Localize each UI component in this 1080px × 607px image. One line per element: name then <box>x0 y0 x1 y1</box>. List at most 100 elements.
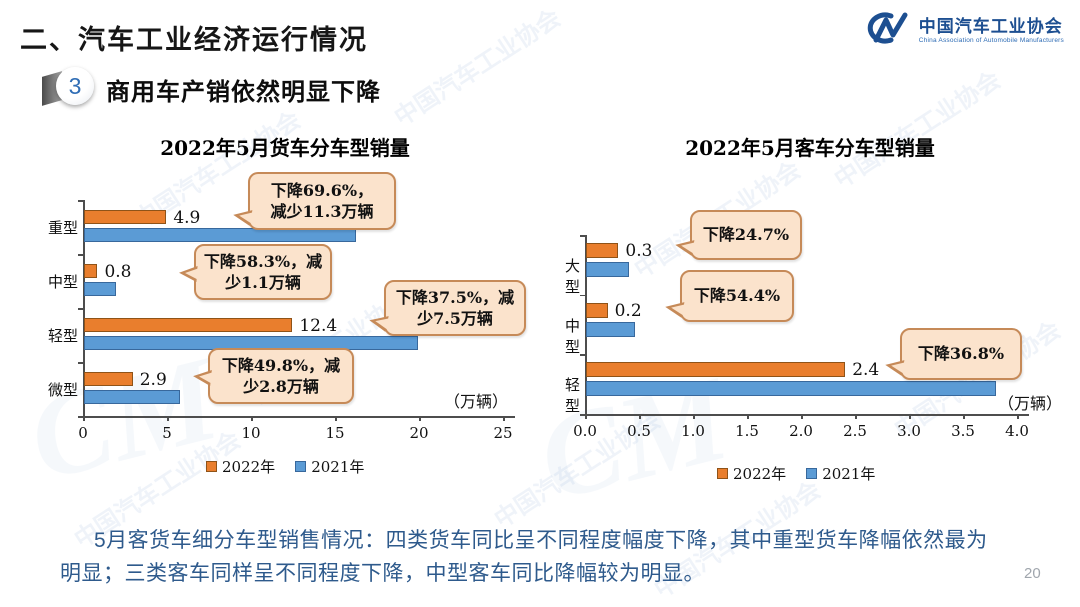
x-axis-line <box>83 416 515 418</box>
category-label: 中型 <box>564 316 580 356</box>
bar-2022 <box>84 264 98 278</box>
x-axis-tick <box>503 416 505 421</box>
x-tick-label: 1.5 <box>735 422 759 440</box>
callout-tail-fill <box>238 209 255 224</box>
page-title: 二、汽车工业经济运行情况 <box>20 25 368 55</box>
legend-label: 2021年 <box>822 465 876 483</box>
chart-legend: 2022年 2021年 <box>717 463 875 484</box>
chart-title: 2022年5月货车分车型销量 <box>160 136 410 160</box>
x-axis-tick <box>747 414 749 419</box>
callout-bubble: 下降37.5%，减 少7.5万辆 <box>367 280 526 336</box>
x-tick-label: 5 <box>162 424 172 442</box>
x-axis-tick <box>335 416 337 421</box>
section-title: 商用车产销依然明显下降 <box>106 79 381 106</box>
axis-unit-label: （万辆） <box>444 392 509 411</box>
x-tick-label: 4.0 <box>1005 422 1029 440</box>
callout-bubble: 下降24.7% <box>673 210 802 260</box>
x-axis-tick <box>855 414 857 419</box>
bar-2021 <box>586 262 630 277</box>
y-axis-line <box>83 200 85 416</box>
legend-label: 2021年 <box>311 458 365 476</box>
x-tick-label: 0.0 <box>573 422 597 440</box>
callout-text: 下降69.6%， <box>270 180 374 200</box>
callout-tail-fill <box>680 239 697 254</box>
chart-legend: 2022年 2021年 <box>206 456 364 477</box>
legend-swatch-orange <box>206 461 217 472</box>
callout-tail-fill <box>890 359 907 374</box>
chart-title: 2022年5月客车分车型销量 <box>685 136 935 160</box>
bar-2022 <box>586 362 846 378</box>
category-label: 重型 <box>48 219 79 237</box>
bar-value-label: 2.9 <box>139 370 167 390</box>
caam-logo: 中国汽车工业协会 China Association of Automobile… <box>853 8 1064 53</box>
callout-text: 少2.8万辆 <box>243 377 319 396</box>
logo-name-cn: 中国汽车工业协会 <box>918 16 1063 36</box>
legend-item: 2021年 <box>806 463 875 484</box>
x-tick-label: 10 <box>241 424 261 442</box>
x-axis-tick <box>419 416 421 421</box>
callout-bubble: 下降49.8%，减 少2.8万辆 <box>192 348 354 404</box>
callout-text: 少1.1万辆 <box>225 273 301 292</box>
y-axis-tick <box>78 416 83 418</box>
bar-2021 <box>84 282 116 296</box>
watermark-text: 中国汽车工业协会 <box>389 4 566 132</box>
callout-text: 少7.5万辆 <box>417 309 493 328</box>
bar-value-label: 0.3 <box>625 241 653 261</box>
callout-tail-fill <box>184 267 200 280</box>
x-tick-label: 1.0 <box>681 422 705 440</box>
bar-value-label: 0.2 <box>614 300 642 321</box>
caam-logo-icon <box>853 8 911 53</box>
callout-bubble: 下降54.4% <box>663 270 794 322</box>
callout-text: 下降49.8%，减 <box>221 355 341 375</box>
summary-line-1: 5月客货车细分车型销售情况：四类货车同比呈不同程度幅度下降，其中重型货车降幅依然… <box>94 529 988 552</box>
y-axis-tick <box>78 254 83 256</box>
x-axis-tick <box>1017 414 1019 419</box>
x-axis-tick <box>801 414 803 419</box>
y-axis-tick <box>580 414 585 416</box>
category-label: 大型 <box>564 256 580 296</box>
bar-2021 <box>84 228 357 242</box>
x-tick-label: 3.0 <box>897 422 921 440</box>
x-tick-label: 3.5 <box>951 422 975 440</box>
bar-2021 <box>586 321 635 337</box>
y-axis-tick <box>580 235 585 237</box>
x-axis-tick <box>83 416 85 421</box>
x-tick-label: 15 <box>325 424 345 442</box>
legend-label: 2022年 <box>733 465 787 483</box>
x-axis-tick <box>963 414 965 419</box>
x-tick-label: 2.5 <box>843 422 867 440</box>
callout-tail-fill <box>374 315 391 330</box>
section-number-badge: 3 <box>56 67 94 105</box>
axis-unit-label: （万辆） <box>998 394 1063 413</box>
legend-swatch-blue <box>806 468 818 479</box>
x-tick-label: 0 <box>78 424 88 442</box>
y-axis-tick <box>580 354 585 356</box>
y-axis-tick <box>78 308 83 310</box>
callout-text: 下降24.7% <box>702 225 790 245</box>
category-label: 微型 <box>48 381 79 399</box>
y-axis-tick <box>78 200 83 202</box>
bar-value-label: 12.4 <box>299 316 338 336</box>
legend-item: 2022年 <box>717 463 786 484</box>
callout-text: 下降58.3%，减 <box>203 251 323 271</box>
summary-paragraph: 5月客货车细分车型销售情况：四类货车同比呈不同程度幅度下降，其中重型货车降幅依然… <box>60 524 1022 590</box>
x-tick-label: 0.5 <box>627 422 651 440</box>
bar-value-label: 4.9 <box>173 208 201 228</box>
x-tick-label: 20 <box>409 424 429 442</box>
x-axis-tick <box>251 416 253 421</box>
bar-2022 <box>84 210 167 224</box>
y-axis-line <box>585 235 587 414</box>
callout-text: 下降54.4% <box>693 286 781 306</box>
callout-tail-fill <box>198 370 214 384</box>
x-axis-tick <box>167 416 169 421</box>
summary-line-2: 明显；三类客车同样呈不同程度下降，中型客车同比降幅较为明显。 <box>60 562 705 585</box>
callout-bubble: 下降69.6%， 减少11.3万辆 <box>231 172 396 230</box>
callout-text: 下降36.8% <box>917 344 1005 364</box>
bar-value-label: 0.8 <box>104 262 132 282</box>
legend-item: 2021年 <box>295 456 364 477</box>
y-axis-tick <box>580 294 585 297</box>
bar-value-label: 2.4 <box>852 360 880 381</box>
x-axis-tick <box>693 414 695 419</box>
x-axis-tick <box>585 414 587 419</box>
